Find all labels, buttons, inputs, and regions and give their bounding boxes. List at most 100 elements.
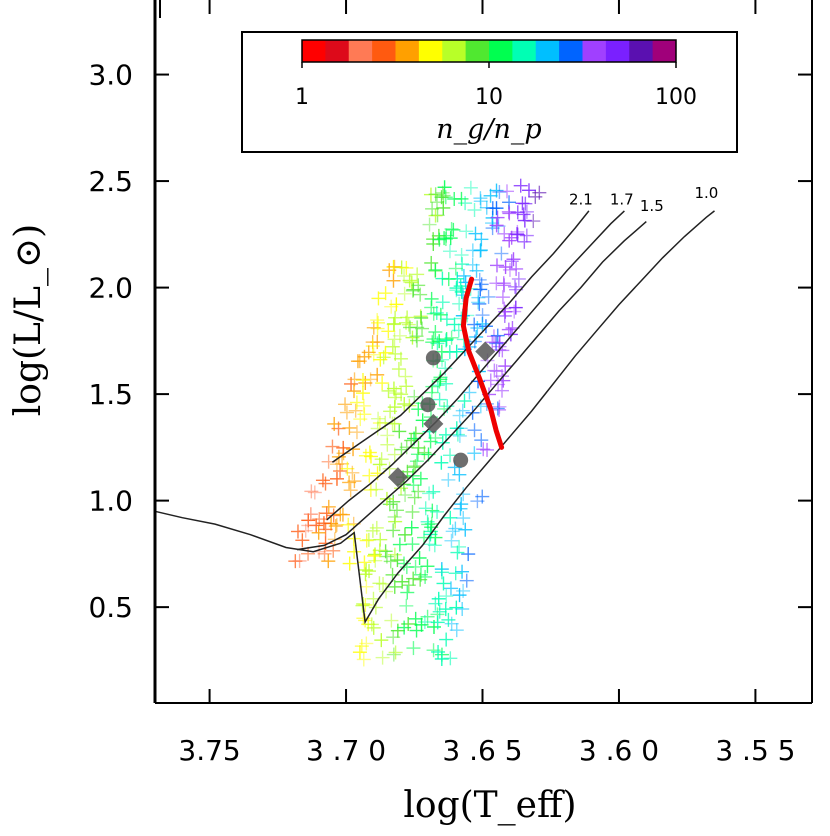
cloud-marker <box>441 612 456 627</box>
evolutionary-tracks: 2.1 1.7 1.5 1.0 <box>154 184 718 625</box>
cloud-marker <box>387 579 402 594</box>
colorbar-swatch <box>348 40 373 62</box>
colorbar-swatch <box>325 40 350 62</box>
cloud-marker <box>426 306 441 321</box>
colorbar-swatch <box>652 40 677 62</box>
cloud-marker <box>346 442 361 457</box>
cloud-marker <box>435 295 450 310</box>
cloud-marker <box>483 373 498 388</box>
cloud-marker <box>449 344 464 359</box>
colorbar-swatch <box>395 40 420 62</box>
cloud-marker <box>475 308 490 323</box>
cloud-marker <box>385 339 400 354</box>
cloud-marker <box>467 334 482 349</box>
cloud-marker <box>459 573 474 588</box>
cloud-marker <box>321 554 336 569</box>
cloud-marker <box>372 543 387 558</box>
cloud-marker <box>315 473 330 488</box>
cloud-marker <box>439 589 454 604</box>
cloud-marker <box>439 312 454 327</box>
cloud-marker <box>461 547 476 562</box>
colorbar-tick-label: 100 <box>655 85 697 110</box>
cloud-marker <box>470 494 485 509</box>
cloud-marker <box>432 604 447 619</box>
cloud-marker <box>422 217 437 232</box>
cloud-marker <box>473 194 488 209</box>
cloud-marker <box>387 509 402 524</box>
cloud-marker <box>389 503 404 518</box>
cloud-marker <box>406 282 421 297</box>
cloud-marker <box>471 295 486 310</box>
cloud-marker <box>467 446 482 461</box>
cloud-marker <box>509 261 524 276</box>
cloud-marker <box>354 639 369 654</box>
cloud-marker <box>428 208 443 223</box>
cloud-marker <box>414 310 429 325</box>
track-1.5 <box>296 221 647 551</box>
cloud-marker <box>455 602 470 617</box>
cloud-marker <box>453 421 468 436</box>
cloud-marker <box>517 213 532 228</box>
cloud-marker <box>465 257 480 272</box>
cloud-marker <box>388 514 403 529</box>
cloud-marker <box>434 190 449 205</box>
cloud-marker <box>304 484 319 499</box>
cloud-marker <box>448 261 463 276</box>
cloud-marker <box>381 383 396 398</box>
cloud-marker <box>472 296 487 311</box>
special-circle-point <box>425 350 441 366</box>
cloud-marker <box>508 300 523 315</box>
cloud-marker <box>454 497 469 512</box>
cloud-marker <box>341 517 356 532</box>
cloud-marker <box>449 600 464 615</box>
cloud-marker <box>532 185 547 200</box>
cloud-marker <box>446 222 461 237</box>
x-tick-label: 3 .6 5 <box>442 734 522 767</box>
cloud-marker <box>422 537 437 552</box>
cloud-marker <box>392 537 407 552</box>
cloud-marker <box>316 516 331 531</box>
cloud-marker <box>428 530 443 545</box>
cloud-marker <box>345 465 360 480</box>
cloud-marker <box>404 520 419 535</box>
cloud-marker <box>395 574 410 589</box>
cloud-marker <box>371 411 386 426</box>
special-circle-point <box>420 397 436 413</box>
cloud-marker <box>457 394 472 409</box>
cloud-marker <box>303 507 318 522</box>
cloud-marker <box>359 579 374 594</box>
cloud-marker <box>355 386 370 401</box>
cloud-marker <box>375 650 390 665</box>
cloud-marker <box>388 390 403 405</box>
special-diamond-point <box>423 413 444 434</box>
cloud-marker <box>420 514 435 529</box>
cloud-marker <box>406 571 421 586</box>
cloud-marker <box>428 262 443 277</box>
cloud-marker <box>329 471 344 486</box>
cloud-marker <box>494 246 509 261</box>
cloud-marker <box>490 210 505 225</box>
cloud-marker <box>444 221 459 236</box>
cloud-marker <box>519 228 534 243</box>
cloud-marker <box>400 310 415 325</box>
cloud-marker <box>386 523 401 538</box>
cloud-marker <box>434 455 449 470</box>
track-1.0 <box>154 210 715 625</box>
cloud-marker <box>501 322 516 337</box>
cloud-marker <box>402 273 417 288</box>
colorbar-swatch <box>629 40 654 62</box>
cloud-marker <box>389 297 404 312</box>
cloud-marker <box>463 180 478 195</box>
cloud-marker <box>364 617 379 632</box>
cloud-marker <box>445 524 460 539</box>
cloud-marker <box>392 424 407 439</box>
cloud-marker <box>362 445 377 460</box>
cloud-marker <box>325 439 340 454</box>
red-boundary-curve <box>460 276 505 450</box>
cloud-marker <box>496 276 511 291</box>
cloud-marker <box>452 588 467 603</box>
cloud-marker <box>386 494 401 509</box>
cloud-marker <box>408 559 423 574</box>
special-diamond-point <box>387 467 408 488</box>
axes: 0.5 1.0 1.5 2.0 2.5 3.0 3.75 3 .7 0 3 .6 5 3 .6 0… <box>8 0 813 826</box>
